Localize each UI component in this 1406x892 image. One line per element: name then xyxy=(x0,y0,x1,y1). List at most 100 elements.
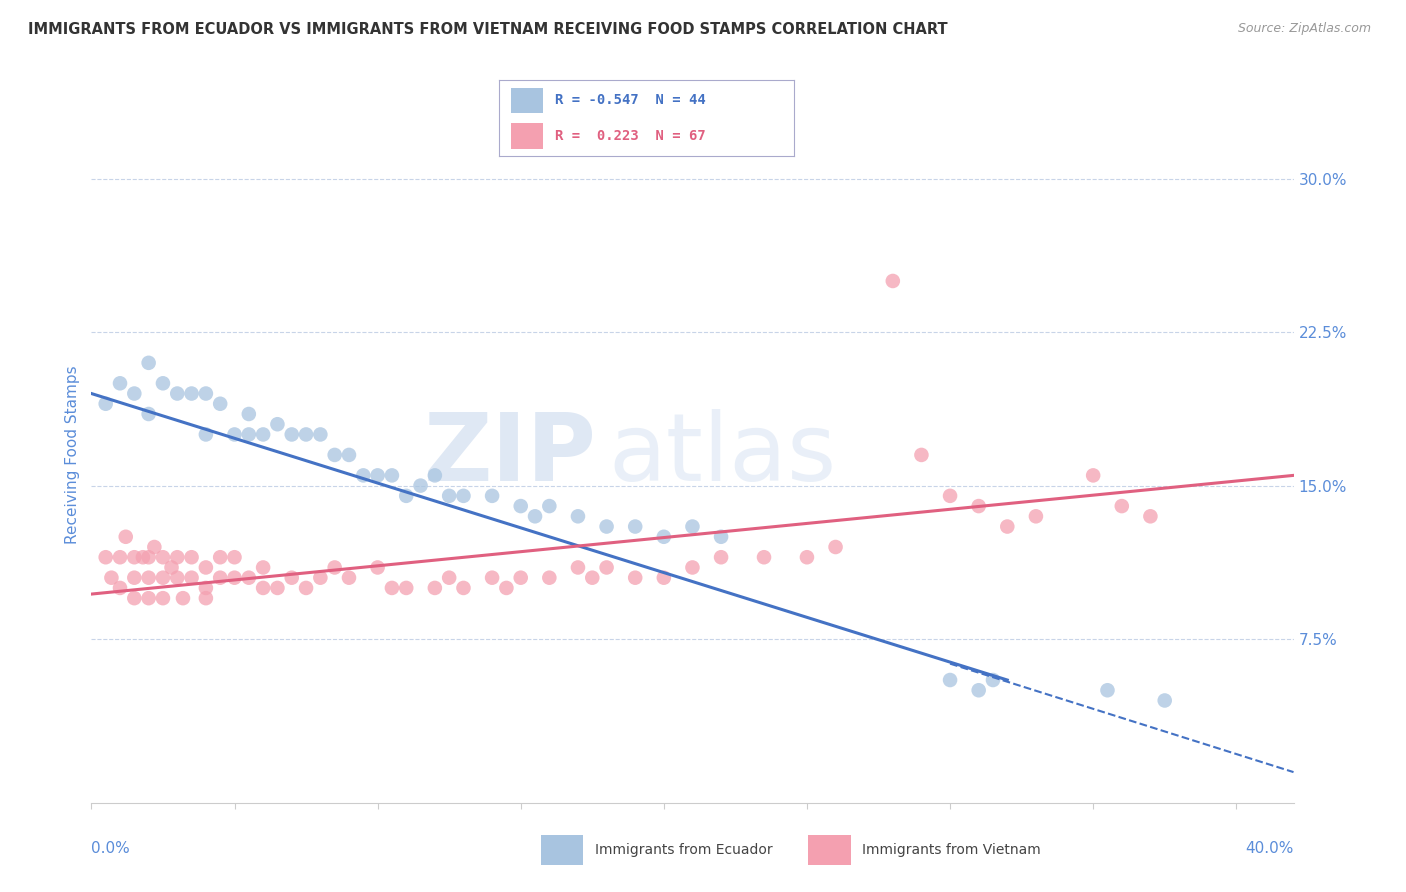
Point xyxy=(352,468,374,483)
Point xyxy=(132,550,155,565)
Point xyxy=(624,571,647,585)
Point xyxy=(710,530,733,544)
Point xyxy=(567,560,589,574)
Point xyxy=(337,448,360,462)
Point xyxy=(166,386,188,401)
Point xyxy=(595,560,617,574)
Point xyxy=(152,571,174,585)
Bar xyxy=(510,123,543,149)
Point xyxy=(1097,683,1119,698)
Point xyxy=(152,591,174,606)
Point xyxy=(266,581,288,595)
Point xyxy=(381,581,404,595)
Point xyxy=(967,499,990,513)
Point xyxy=(238,427,260,442)
Text: ZIP: ZIP xyxy=(423,409,596,501)
Text: 0.0%: 0.0% xyxy=(91,841,131,856)
Point xyxy=(124,386,146,401)
Text: R =  0.223  N = 67: R = 0.223 N = 67 xyxy=(555,129,706,143)
Point xyxy=(138,571,160,585)
Point xyxy=(138,591,160,606)
Point xyxy=(910,448,932,462)
Y-axis label: Receiving Food Stamps: Receiving Food Stamps xyxy=(65,366,80,544)
Point xyxy=(495,581,517,595)
Point xyxy=(295,427,318,442)
Point xyxy=(166,550,188,565)
Point xyxy=(194,427,217,442)
Point xyxy=(238,407,260,421)
Point xyxy=(681,519,703,533)
Point xyxy=(309,571,332,585)
Point xyxy=(180,571,202,585)
Point xyxy=(209,571,232,585)
Point xyxy=(882,274,904,288)
Point xyxy=(437,489,460,503)
Point xyxy=(509,499,531,513)
Point xyxy=(337,571,360,585)
Point xyxy=(138,356,160,370)
Point xyxy=(194,591,217,606)
Point xyxy=(100,571,122,585)
Point xyxy=(143,540,166,554)
Point xyxy=(995,519,1018,533)
Point xyxy=(453,581,475,595)
Point xyxy=(423,468,446,483)
Point xyxy=(309,427,332,442)
Point xyxy=(423,581,446,595)
Point xyxy=(595,519,617,533)
Point xyxy=(409,478,432,492)
Point xyxy=(124,591,146,606)
Point xyxy=(509,571,531,585)
Point xyxy=(138,550,160,565)
Point xyxy=(524,509,547,524)
Point xyxy=(252,581,274,595)
Point xyxy=(824,540,846,554)
Point xyxy=(681,560,703,574)
Text: Source: ZipAtlas.com: Source: ZipAtlas.com xyxy=(1237,22,1371,36)
Point xyxy=(581,571,603,585)
Point xyxy=(224,571,246,585)
Point xyxy=(252,427,274,442)
Text: R = -0.547  N = 44: R = -0.547 N = 44 xyxy=(555,94,706,107)
Point xyxy=(939,673,962,687)
Point xyxy=(152,550,174,565)
Point xyxy=(281,571,304,585)
Point xyxy=(152,376,174,391)
Point xyxy=(281,427,304,442)
Point xyxy=(481,571,503,585)
Point xyxy=(209,397,232,411)
Point xyxy=(1025,509,1047,524)
Point xyxy=(1139,509,1161,524)
Point xyxy=(1081,468,1104,483)
Point xyxy=(108,376,131,391)
Point xyxy=(538,499,561,513)
Point xyxy=(238,571,260,585)
Point xyxy=(172,591,194,606)
Text: 40.0%: 40.0% xyxy=(1246,841,1294,856)
Point xyxy=(94,550,117,565)
Point xyxy=(624,519,647,533)
Point xyxy=(367,468,389,483)
Point xyxy=(381,468,404,483)
Point xyxy=(194,386,217,401)
Point xyxy=(437,571,460,585)
Point xyxy=(710,550,733,565)
Point xyxy=(166,571,188,585)
Point xyxy=(652,530,675,544)
Point xyxy=(481,489,503,503)
Point xyxy=(652,571,675,585)
Point xyxy=(981,673,1004,687)
Point xyxy=(1153,693,1175,707)
Point xyxy=(1111,499,1133,513)
Point xyxy=(124,571,146,585)
Point xyxy=(752,550,775,565)
Point xyxy=(323,448,346,462)
Text: Immigrants from Vietnam: Immigrants from Vietnam xyxy=(862,843,1040,857)
Text: Immigrants from Ecuador: Immigrants from Ecuador xyxy=(595,843,772,857)
Point xyxy=(367,560,389,574)
Point xyxy=(209,550,232,565)
Point xyxy=(796,550,818,565)
Point xyxy=(138,407,160,421)
Point xyxy=(224,427,246,442)
Point xyxy=(94,397,117,411)
